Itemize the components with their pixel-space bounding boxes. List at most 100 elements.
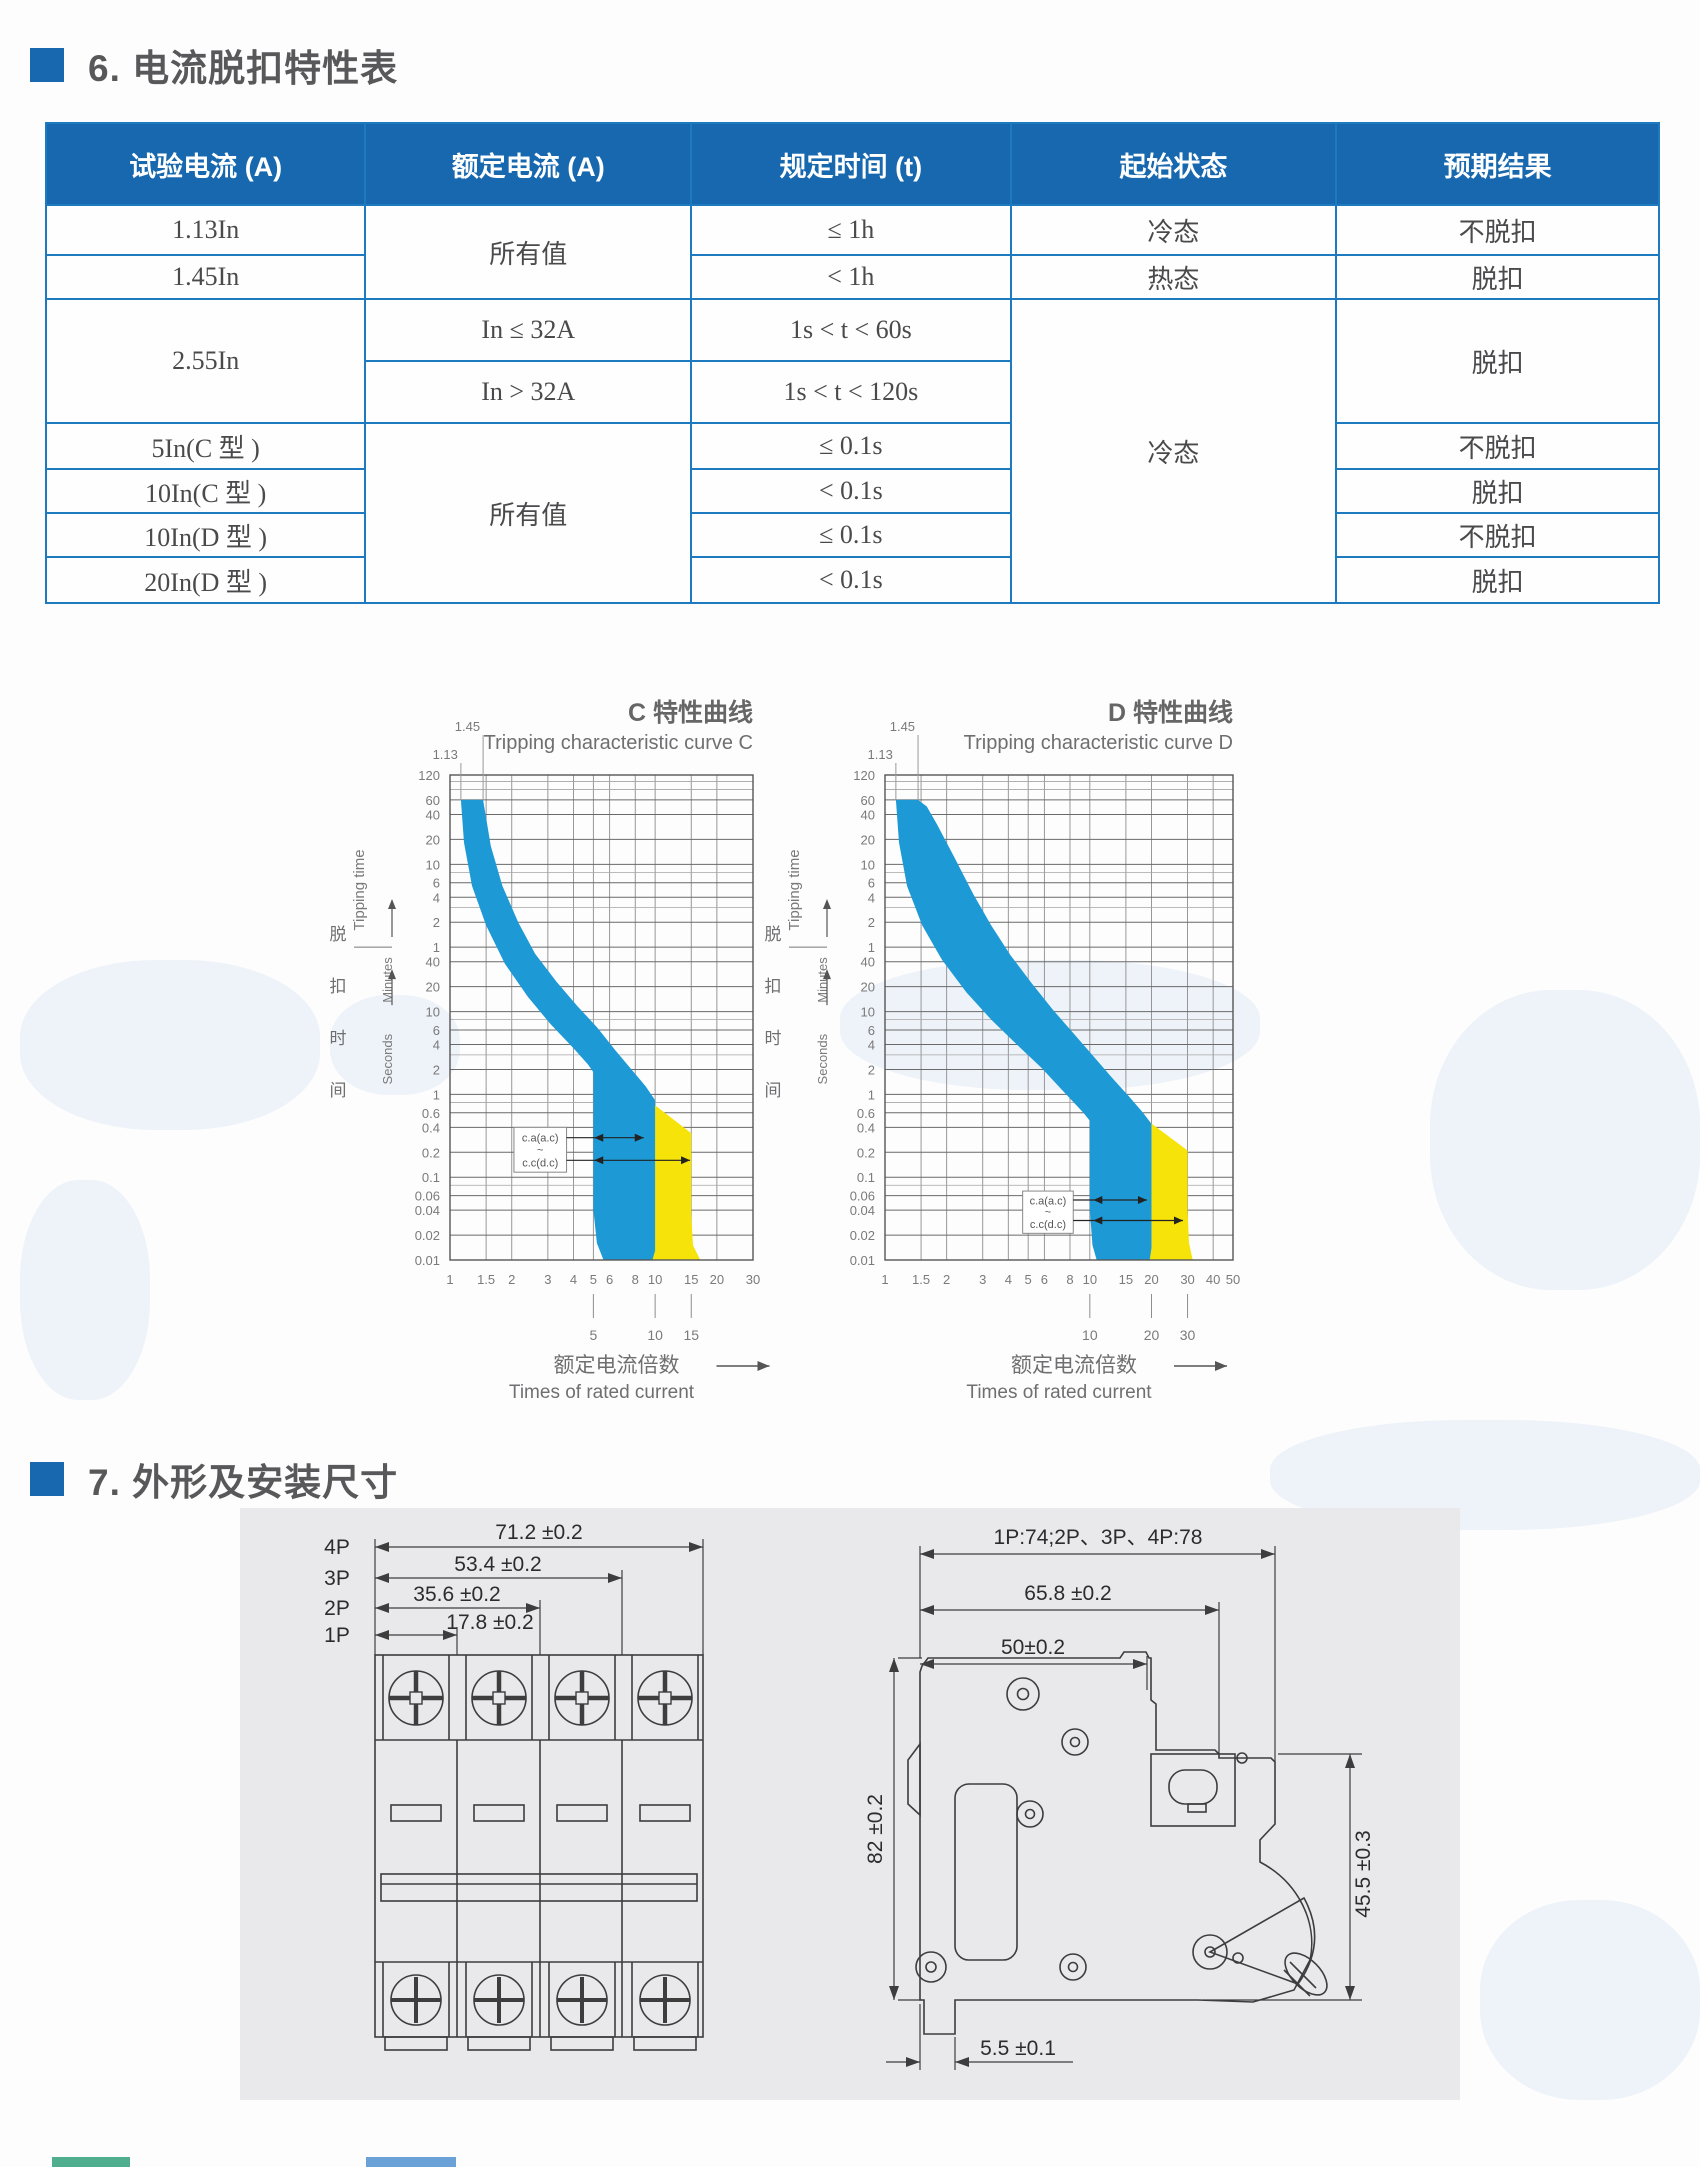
- svg-text:4: 4: [1005, 1272, 1012, 1287]
- svg-text:2: 2: [508, 1272, 515, 1287]
- table-row: 5In(C 型 ) 所有值 ≤ 0.1s 不脱扣: [44, 422, 1660, 604]
- svg-text:1.13: 1.13: [868, 747, 893, 762]
- dim-45-5: 45.5 ±0.3: [1352, 1830, 1375, 1917]
- svg-text:3: 3: [544, 1272, 551, 1287]
- svg-text:10: 10: [861, 1005, 875, 1020]
- svg-text:2: 2: [868, 1062, 875, 1077]
- section-bullet-square: [30, 1462, 64, 1496]
- svg-text:20: 20: [1144, 1272, 1158, 1287]
- svg-text:0.2: 0.2: [857, 1145, 875, 1160]
- svg-text:30: 30: [1180, 1272, 1194, 1287]
- svg-text:额定电流倍数: 额定电流倍数: [1011, 1354, 1137, 1377]
- svg-text:10: 10: [647, 1327, 663, 1343]
- svg-text:6: 6: [606, 1272, 613, 1287]
- cell-test-current: 10In(D 型 ): [44, 512, 367, 558]
- svg-text:4: 4: [868, 1038, 875, 1053]
- trip-characteristics-table: 试验电流 (A) 额定电流 (A) 规定时间 (t) 起始状态 预期结果 1.1…: [44, 122, 1660, 604]
- svg-text:20: 20: [1144, 1327, 1160, 1343]
- svg-text:10: 10: [1082, 1327, 1098, 1343]
- svg-text:6: 6: [868, 876, 875, 891]
- svg-text:4: 4: [433, 1038, 440, 1053]
- cell-rated-current: 所有值: [364, 422, 693, 604]
- svg-text:0.04: 0.04: [850, 1203, 875, 1218]
- svg-text:1: 1: [446, 1272, 453, 1287]
- svg-text:Tipping time: Tipping time: [351, 849, 368, 930]
- svg-text:40: 40: [426, 955, 440, 970]
- svg-text:4: 4: [433, 890, 440, 905]
- svg-text:50: 50: [1226, 1272, 1240, 1287]
- map-watermark-shape: [330, 995, 460, 1095]
- svg-text:Minutes: Minutes: [815, 957, 830, 1003]
- svg-text:0.01: 0.01: [415, 1253, 440, 1268]
- svg-text:1.45: 1.45: [455, 719, 480, 734]
- section6-title: 6. 电流脱扣特性表: [88, 48, 399, 89]
- svg-text:2: 2: [433, 915, 440, 930]
- linked-toggle-bar: [380, 1873, 698, 1902]
- svg-text:c.a(a.c): c.a(a.c): [522, 1133, 559, 1145]
- table-row: 10In(C 型 ) < 0.1s 脱扣: [44, 468, 1660, 514]
- front-dim-lines: [374, 1539, 704, 1655]
- table-row: 20In(D 型 ) < 0.1s 脱扣: [44, 556, 1660, 604]
- svg-text:15: 15: [684, 1272, 698, 1287]
- toggle-lever: [1192, 1896, 1328, 1997]
- svg-text:1.5: 1.5: [912, 1272, 930, 1287]
- cell-state: 冷态: [1009, 204, 1338, 256]
- svg-text:时: 时: [765, 1029, 782, 1048]
- svg-text:额定电流倍数: 额定电流倍数: [554, 1354, 680, 1377]
- cell-test-current: 2.55In: [44, 298, 367, 424]
- dim-71-2: 71.2 ±0.2: [495, 1522, 582, 1544]
- svg-text:c.a(a.c): c.a(a.c): [1030, 1196, 1067, 1208]
- svg-text:0.6: 0.6: [857, 1106, 875, 1121]
- section-bullet-square: [30, 48, 64, 82]
- bottom-strip-green: [52, 2157, 130, 2167]
- map-watermark-shape: [1480, 1900, 1700, 2100]
- dim-17-8: 17.8 ±0.2: [446, 1611, 533, 1634]
- col-header-initial-state: 起始状态: [1009, 122, 1338, 206]
- chart-c-svg: 1.451.1312060402010642140201064210.60.40…: [330, 698, 770, 1403]
- svg-text:0.4: 0.4: [857, 1120, 875, 1135]
- svg-text:20: 20: [861, 832, 875, 847]
- terminal-slot: [1150, 1753, 1236, 1827]
- svg-text:c.c(d.c): c.c(d.c): [1030, 1219, 1066, 1231]
- svg-text:120: 120: [418, 768, 440, 783]
- svg-text:15: 15: [1119, 1272, 1133, 1287]
- svg-text:40: 40: [426, 808, 440, 823]
- svg-text:10: 10: [648, 1272, 662, 1287]
- svg-text:Tipping time: Tipping time: [786, 849, 803, 930]
- svg-text:120: 120: [853, 768, 875, 783]
- dim-82: 82 ±0.2: [864, 1794, 887, 1864]
- svg-text:4: 4: [570, 1272, 577, 1287]
- cell-state: 冷态: [1009, 298, 1338, 604]
- svg-text:40: 40: [1206, 1272, 1220, 1287]
- svg-text:~: ~: [1045, 1207, 1051, 1219]
- map-watermark-shape: [1430, 990, 1700, 1290]
- cell-result: 脱扣: [1335, 298, 1660, 424]
- svg-text:40: 40: [861, 955, 875, 970]
- svg-text:6: 6: [433, 1023, 440, 1038]
- svg-text:间: 间: [330, 1081, 347, 1100]
- svg-text:C 特性曲线: C 特性曲线: [628, 698, 753, 727]
- svg-text:0.02: 0.02: [850, 1228, 875, 1243]
- cell-time: < 0.1s: [690, 556, 1012, 604]
- svg-text:30: 30: [746, 1272, 760, 1287]
- svg-text:Minutes: Minutes: [380, 957, 395, 1003]
- cell-time: < 0.1s: [690, 468, 1012, 514]
- svg-text:5: 5: [590, 1272, 597, 1287]
- svg-text:1.5: 1.5: [477, 1272, 495, 1287]
- svg-text:D 特性曲线: D 特性曲线: [1108, 698, 1233, 727]
- col-header-rated-current: 额定电流 (A): [364, 122, 693, 206]
- bottom-strip-blue: [366, 2157, 456, 2167]
- svg-text:20: 20: [710, 1272, 724, 1287]
- front-poles: [382, 1655, 699, 2051]
- svg-text:扣: 扣: [330, 977, 347, 996]
- svg-text:40: 40: [861, 808, 875, 823]
- svg-text:8: 8: [632, 1272, 639, 1287]
- svg-text:1: 1: [881, 1272, 888, 1287]
- svg-text:Seconds: Seconds: [380, 1033, 395, 1084]
- chart-d-svg: 1.451.1312060402010642140201064210.60.40…: [765, 698, 1241, 1403]
- svg-text:c.c(d.c): c.c(d.c): [522, 1157, 558, 1169]
- dim-53-4: 53.4 ±0.2: [454, 1553, 541, 1576]
- col-header-test-current: 试验电流 (A): [44, 122, 367, 206]
- cell-rated-current: In > 32A: [364, 360, 693, 424]
- svg-text:时: 时: [330, 1029, 347, 1048]
